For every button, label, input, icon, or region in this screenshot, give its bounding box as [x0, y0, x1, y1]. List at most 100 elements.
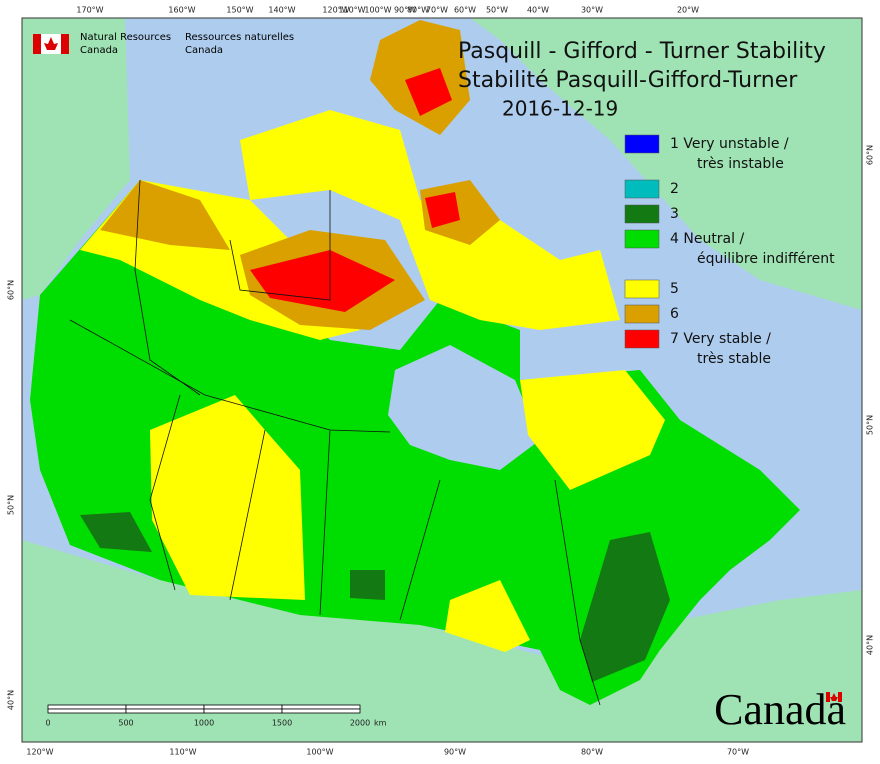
- usa: [22, 540, 862, 742]
- flag-leaf: [830, 693, 838, 701]
- scale-bar: 0 500 1000 1500 2000 km: [45, 704, 387, 728]
- longitude-label: 80°W: [407, 6, 429, 15]
- latitude-label: 50°N: [7, 495, 16, 515]
- hudson-bay: [388, 345, 540, 470]
- longitude-label: 40°W: [527, 6, 549, 15]
- longitude-label: 160°W: [168, 6, 195, 15]
- longitude-label: 100°W: [306, 748, 333, 757]
- alaska: [22, 18, 130, 300]
- flag-leaf: [44, 37, 58, 50]
- yukon-border: [134, 179, 201, 396]
- longitude-label: 110°W: [338, 6, 365, 15]
- zone-6-yukon: [100, 180, 230, 250]
- latitude-label: 50°N: [866, 415, 875, 435]
- agency-en: Canada: [80, 45, 118, 56]
- longitude-label: 90°W: [394, 6, 416, 15]
- legend-label: 3: [670, 206, 679, 222]
- ab-sk-border: [229, 429, 266, 601]
- scale-segment: [47, 704, 127, 710]
- scale-segment: [203, 708, 283, 714]
- zone-7-ellesmere: [405, 68, 452, 116]
- zone-5-prairie: [150, 395, 305, 600]
- legend-label: 5: [670, 281, 679, 297]
- agency-fr: Ressources naturelles: [185, 32, 294, 43]
- legend-swatch: [624, 204, 660, 224]
- legend: 1 Very unstable / très instable 2 3 4 Neutra…: [624, 134, 835, 367]
- longitude-label: 120°W: [26, 748, 53, 757]
- scale-segment: [125, 704, 205, 710]
- canada-wordmark: Canada: [714, 685, 846, 734]
- scale-segment: [125, 708, 205, 714]
- latitude-label: 40°N: [7, 690, 16, 710]
- scale-segment: [203, 704, 283, 710]
- agency-en: Natural Resources: [80, 32, 171, 43]
- flag-bar: [826, 692, 830, 702]
- scale-label: 2000: [350, 719, 370, 728]
- scale-unit: km: [374, 719, 387, 728]
- zone-3-bc: [80, 512, 152, 552]
- on-qc-border: [554, 479, 601, 706]
- title-fr: Stabilité Pasquill-Gifford-Turner: [458, 68, 798, 93]
- longitude-label: 70°W: [727, 748, 749, 757]
- flag-bar: [33, 34, 41, 54]
- nunavut-border: [229, 190, 331, 301]
- legend-label: 1 Very unstable /: [670, 136, 789, 152]
- longitude-label: 50°W: [486, 6, 508, 15]
- zone-7-victoria: [250, 250, 395, 312]
- longitude-label: 90°W: [444, 748, 466, 757]
- scale-label: 0: [45, 719, 50, 728]
- zone-5-labrador: [520, 370, 665, 490]
- legend-swatch: [624, 229, 660, 249]
- legend-swatch: [624, 304, 660, 324]
- longitude-label: 150°W: [226, 6, 253, 15]
- longitude-label: 70°W: [426, 6, 448, 15]
- scale-label: 500: [118, 719, 133, 728]
- scale-segment: [281, 704, 361, 710]
- date: 2016-12-19: [502, 97, 618, 121]
- flag-bar: [838, 692, 842, 702]
- legend-swatch: [624, 279, 660, 299]
- longitude-label: 30°W: [581, 6, 603, 15]
- zone-3-quebec: [580, 532, 670, 682]
- longitude-label: 170°W: [76, 6, 103, 15]
- legend-swatch: [624, 134, 660, 154]
- latitude-label: 60°N: [7, 280, 16, 300]
- nrcan-signature: Natural Resources Canada Ressources natu…: [33, 32, 294, 56]
- map-frame: [21, 17, 863, 743]
- title: Pasquill - Gifford - Turner Stability: [458, 39, 826, 64]
- legend-label: 4 Neutral /: [670, 231, 744, 247]
- legend-swatch: [624, 329, 660, 349]
- legend-label: équilibre indifférent: [697, 251, 835, 267]
- longitude-label: 120°W: [322, 6, 349, 15]
- latitude-label: 60°N: [866, 145, 875, 165]
- greenland: [470, 18, 862, 310]
- scale-label: 1000: [194, 719, 214, 728]
- legend-label: 6: [670, 306, 679, 322]
- zone-5-ontario: [445, 580, 530, 652]
- agency-fr: Canada: [185, 45, 223, 56]
- longitude-label: 140°W: [268, 6, 295, 15]
- zone-7-baffin: [425, 192, 460, 228]
- legend-label: très stable: [697, 351, 771, 367]
- zone-3-manitoba: [350, 570, 385, 600]
- sk-mb-border: [319, 429, 331, 616]
- scale-label: 1500: [272, 719, 292, 728]
- scale-segment: [281, 708, 361, 714]
- frame-border: [21, 17, 863, 743]
- legend-label: 7 Very stable /: [670, 331, 771, 347]
- wordmark-flag: [826, 692, 842, 702]
- legend-swatch: [624, 179, 660, 199]
- bc-ab-border: [149, 394, 181, 591]
- nwt-border: [69, 319, 391, 433]
- legend-label: 2: [670, 181, 679, 197]
- boundaries: [69, 179, 601, 706]
- latitude-label: 40°N: [866, 635, 875, 655]
- longitude-label: 110°W: [169, 748, 196, 757]
- mb-on-border: [399, 479, 441, 621]
- legend-label: très instable: [697, 156, 784, 172]
- scale-segment: [47, 708, 127, 714]
- longitude-label: 100°W: [364, 6, 391, 15]
- longitude-label: 20°W: [677, 6, 699, 15]
